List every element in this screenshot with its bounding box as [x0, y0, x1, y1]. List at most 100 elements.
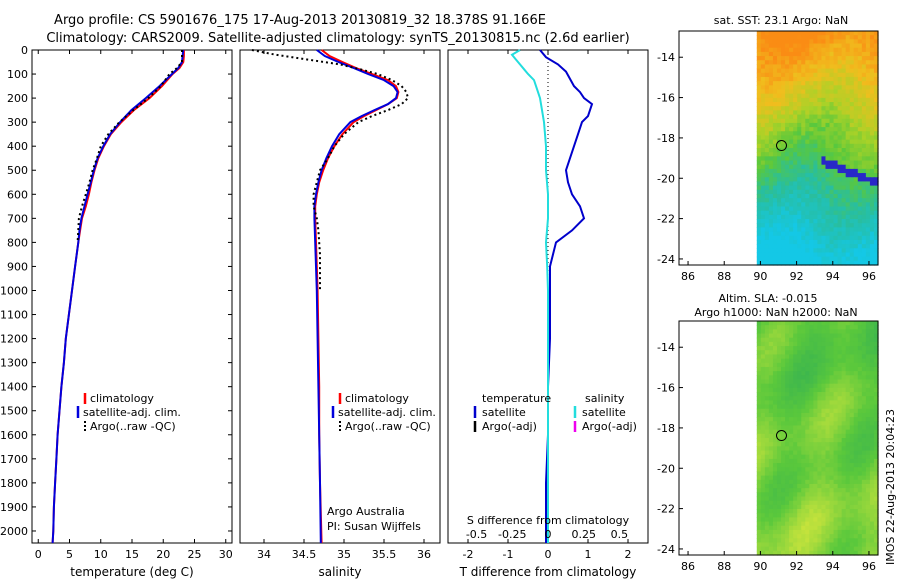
- map-cell: [853, 534, 859, 539]
- map-cell: [817, 114, 823, 120]
- map-cell: [801, 76, 806, 82]
- map-cell: [760, 244, 766, 249]
- map-cell: [776, 227, 782, 233]
- map-cell: [797, 504, 802, 510]
- map-cell: [817, 504, 823, 510]
- map-cell: [768, 358, 774, 364]
- map-cell: [781, 102, 786, 107]
- map-cell: [817, 56, 823, 61]
- map-cell: [861, 450, 867, 456]
- map-cell: [857, 496, 863, 502]
- map-cell: [837, 64, 843, 70]
- map-cell: [845, 102, 851, 107]
- map-cell: [805, 85, 810, 91]
- map-cell: [865, 239, 871, 245]
- map-cell: [865, 64, 871, 70]
- map-cell: [873, 135, 879, 141]
- map-cell: [845, 341, 851, 347]
- map-cell: [813, 521, 818, 527]
- map-cell: [789, 235, 794, 241]
- map-cell: [873, 156, 879, 162]
- map-cell: [785, 371, 790, 376]
- map-cell: [801, 177, 806, 183]
- map-cell: [857, 529, 863, 535]
- map-cell: [829, 504, 835, 510]
- map-cell: [801, 110, 806, 116]
- map-cell: [853, 135, 859, 141]
- map-cell: [861, 538, 867, 544]
- map-cell: [801, 118, 806, 124]
- map-cell: [869, 118, 875, 124]
- map-cell: [801, 387, 806, 393]
- map-cell: [756, 64, 762, 70]
- map-cell: [869, 383, 875, 389]
- map-cell: [853, 168, 859, 174]
- map-cell: [841, 471, 847, 477]
- map-cell: [805, 106, 810, 111]
- map-cell: [821, 525, 827, 531]
- map-cell: [873, 164, 879, 170]
- map-cell: [809, 85, 814, 91]
- map-cell: [801, 463, 806, 468]
- map-cell: [829, 479, 835, 485]
- map-cell: [756, 534, 762, 539]
- map-cell: [849, 488, 855, 493]
- map-cell: [764, 156, 770, 162]
- map-cell: [849, 354, 855, 360]
- map-cell: [817, 31, 823, 36]
- map-cell: [793, 252, 798, 258]
- map-cell: [825, 488, 831, 493]
- map-cell: [776, 488, 782, 493]
- map-cell: [789, 231, 794, 237]
- map-cell: [853, 450, 859, 456]
- map-cell: [760, 392, 766, 397]
- map-cell: [801, 122, 806, 128]
- map-cell: [849, 517, 855, 523]
- map-cell: [869, 106, 875, 111]
- map-cell: [825, 408, 831, 414]
- map-cell: [825, 164, 831, 170]
- map-cell: [768, 546, 774, 552]
- map-cell: [821, 135, 827, 141]
- map-cell: [817, 248, 823, 254]
- map-cell: [845, 239, 851, 245]
- map-cell: [781, 517, 786, 523]
- map-cell: [805, 408, 810, 414]
- temperature-series: [51, 49, 185, 544]
- map-cell: [857, 429, 863, 435]
- map-cell: [805, 404, 810, 410]
- map-cell: [817, 483, 823, 489]
- map-cell: [845, 488, 851, 493]
- map-cell: [785, 168, 790, 174]
- map-cell: [797, 223, 802, 228]
- map-cell: [857, 446, 863, 452]
- map-cell: [849, 181, 855, 187]
- map-cell: [817, 223, 823, 228]
- map-cell: [760, 122, 766, 128]
- map-cell: [813, 329, 818, 335]
- map-cell: [833, 475, 839, 481]
- map-cell: [817, 475, 823, 481]
- map-cell: [821, 93, 827, 99]
- map-cell: [821, 492, 827, 498]
- map-cell: [849, 438, 855, 443]
- map-cell: [869, 148, 875, 153]
- map-cell: [873, 223, 879, 228]
- map-cell: [797, 521, 802, 527]
- map-cell: [809, 341, 814, 347]
- map-cell: [869, 329, 875, 335]
- map-cell: [861, 396, 867, 401]
- map-cell: [853, 114, 859, 120]
- map-cell: [760, 358, 766, 364]
- map-cell: [873, 538, 879, 544]
- map-cell: [781, 538, 786, 544]
- map-cell: [768, 442, 774, 447]
- map-cell: [861, 239, 867, 245]
- map-cell: [785, 475, 790, 481]
- map-cell: [776, 538, 782, 544]
- map-cell: [785, 173, 790, 178]
- map-cell: [873, 148, 879, 153]
- map-cell: [813, 346, 818, 351]
- map-cell: [785, 350, 790, 356]
- map-cell: [789, 156, 794, 162]
